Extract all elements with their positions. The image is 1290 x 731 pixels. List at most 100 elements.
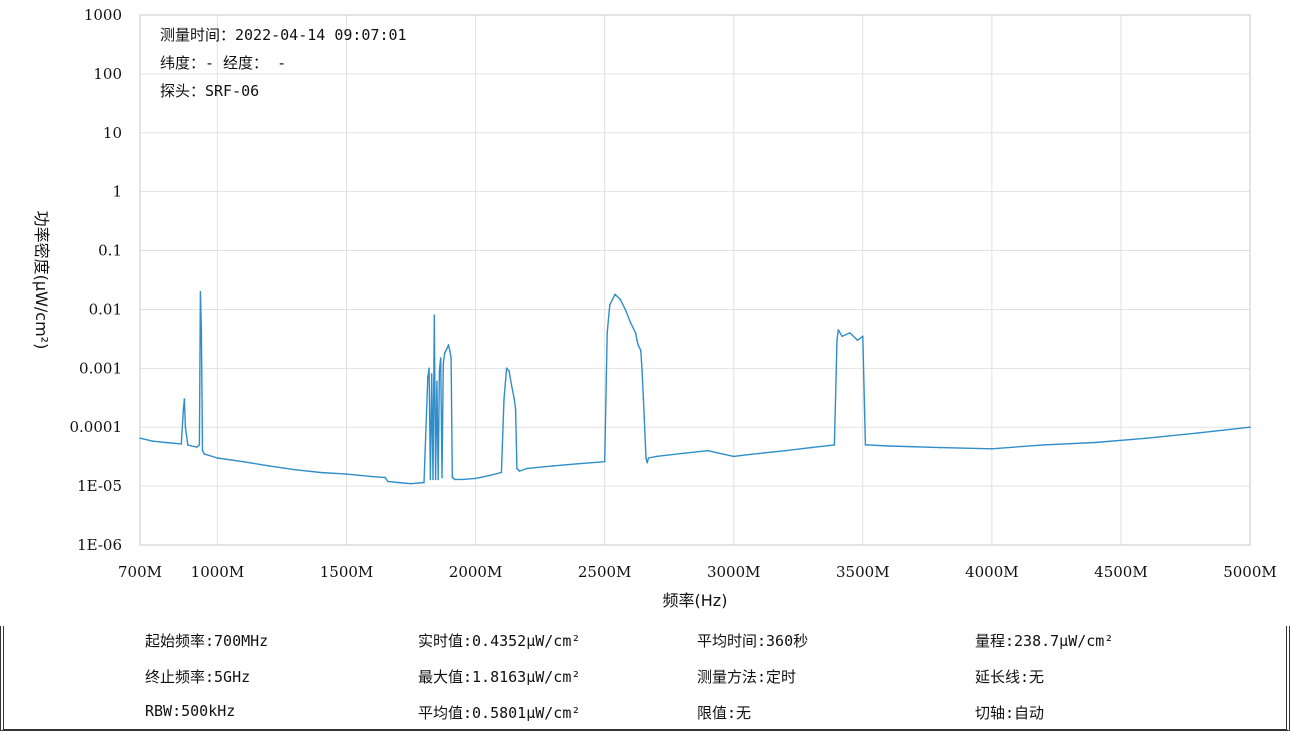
series-point <box>634 332 637 334</box>
stat-range: 量程:238.7μW/cm² <box>975 632 1114 650</box>
series-point <box>864 444 867 446</box>
series-point <box>434 478 437 481</box>
series-point <box>681 452 683 455</box>
measurement-time: 测量时间：2022-04-14 09:07:01 <box>160 26 407 44</box>
y-axis-label: 功率密度(μW/cm²) <box>32 211 51 350</box>
series-point <box>1094 441 1096 444</box>
y-tick-label: 0.001 <box>79 359 122 377</box>
x-tick-label: 700M <box>118 563 162 581</box>
series-point <box>397 481 399 484</box>
series-point <box>745 454 748 456</box>
series-point <box>201 449 204 452</box>
series-point <box>268 465 270 467</box>
x-tick-label: 2000M <box>449 563 503 581</box>
series-point <box>939 446 941 449</box>
series-point <box>758 452 761 455</box>
series-point <box>645 457 647 459</box>
series-point <box>371 475 374 478</box>
series-point <box>655 455 658 458</box>
series-point <box>849 332 851 334</box>
probe-name: 探头：SRF-06 <box>160 82 259 100</box>
series-point <box>437 478 440 481</box>
series-point <box>732 455 735 458</box>
series-point <box>433 314 436 317</box>
series-point <box>526 467 528 470</box>
stat-stop-frequency: 终止频率:5GHz <box>145 668 251 686</box>
series-point <box>180 443 183 445</box>
series-point <box>474 477 477 480</box>
series-point <box>242 460 245 463</box>
stat-limit: 限值:无 <box>697 704 752 722</box>
stat-cut-axis: 切轴:自动 <box>975 704 1045 722</box>
stat-max-value: 最大值:1.8163μW/cm² <box>418 668 581 686</box>
series-point <box>505 367 508 370</box>
series-point <box>837 329 840 331</box>
series-point <box>508 370 510 372</box>
series-point <box>187 444 189 446</box>
y-tick-label: 1 <box>112 183 122 201</box>
stat-extension-line: 延长线:无 <box>975 668 1045 686</box>
stat-rbw: RBW:500kHz <box>145 702 236 720</box>
series-point <box>487 474 490 477</box>
series-point <box>461 478 464 481</box>
series-point <box>203 453 206 455</box>
series-point <box>642 398 645 400</box>
series-point <box>603 460 606 463</box>
series-point <box>510 385 513 387</box>
series-point <box>641 370 643 372</box>
series-point <box>384 476 387 479</box>
series-point <box>516 467 518 470</box>
series-point <box>450 357 452 359</box>
series-point <box>1145 437 1148 440</box>
series-point <box>436 380 438 383</box>
series-point <box>429 478 432 481</box>
y-tick-label: 1000 <box>84 6 122 24</box>
series-point <box>438 370 441 372</box>
series-point <box>637 344 639 346</box>
series-point <box>345 473 348 475</box>
series-point <box>1042 444 1045 446</box>
series-point <box>552 465 554 467</box>
series-point <box>196 446 198 448</box>
series-point <box>139 437 141 440</box>
x-tick-label: 5000M <box>1223 563 1277 581</box>
series-point <box>441 476 443 479</box>
series-point <box>439 357 442 359</box>
series-point <box>427 376 429 379</box>
x-tick-label: 3500M <box>836 563 890 581</box>
series-point <box>862 335 864 338</box>
series-point <box>624 308 627 311</box>
series-point <box>447 344 450 346</box>
series-point <box>513 398 516 400</box>
y-tick-label: 1E-06 <box>77 536 122 554</box>
series-point <box>991 448 993 450</box>
y-tick-label: 1E-05 <box>77 477 122 495</box>
series-point <box>387 480 389 483</box>
plot-area-border <box>139 14 1251 546</box>
series-point <box>432 478 434 481</box>
series-points <box>139 290 1251 485</box>
series-point <box>410 482 412 485</box>
series-point <box>216 457 219 459</box>
x-tick-label: 3000M <box>707 563 761 581</box>
series-point <box>182 408 185 411</box>
y-tick-label: 0.01 <box>89 300 122 318</box>
x-tick-label: 4500M <box>1094 563 1148 581</box>
series-point <box>200 332 203 334</box>
series-point <box>165 441 167 444</box>
series-point <box>423 481 425 484</box>
lat-lon: 纬度：- 经度： - <box>160 54 286 72</box>
stat-realtime-value: 实时值:0.4352μW/cm² <box>418 632 581 650</box>
series-point <box>619 298 621 300</box>
series-point <box>430 373 433 375</box>
series-point <box>614 293 616 296</box>
series-point <box>784 449 787 452</box>
series-point <box>640 349 642 352</box>
series-point <box>836 339 838 342</box>
y-tick-label: 100 <box>93 65 122 83</box>
y-tick-label: 0.0001 <box>70 418 123 436</box>
series-point <box>184 426 187 429</box>
x-tick-label: 4000M <box>965 563 1019 581</box>
series-point <box>451 476 454 479</box>
series-point <box>609 304 611 306</box>
